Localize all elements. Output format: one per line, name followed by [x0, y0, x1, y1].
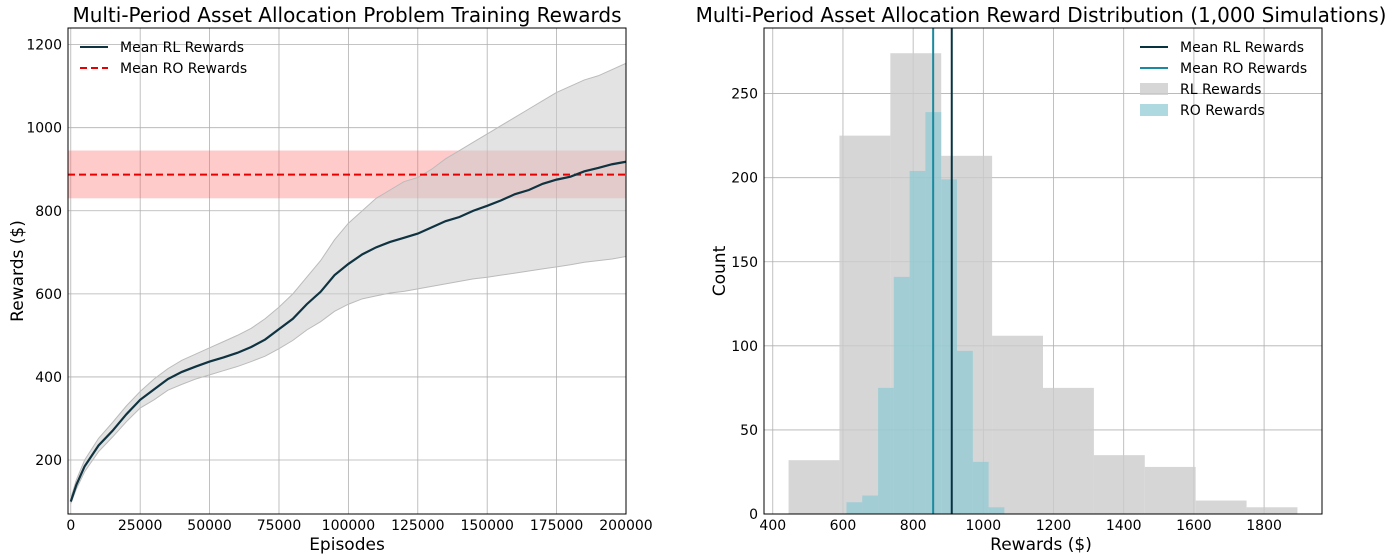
rl-histogram-bar: [1043, 387, 1094, 514]
ro-histogram-bar: [909, 170, 926, 515]
x-tick-label: 0: [66, 518, 75, 534]
legend-label: RO Rewards: [1180, 103, 1265, 119]
legend-label: Mean RO Rewards: [120, 61, 247, 77]
legend-swatch: [1140, 83, 1168, 95]
histogram-bars: [788, 53, 1298, 515]
x-tick-label: 1000: [966, 518, 1002, 534]
x-tick-label: 100000: [322, 518, 375, 534]
y-tick-label: 200: [35, 453, 62, 469]
y-tick-label: 100: [731, 339, 758, 355]
y-tick-label: 1000: [26, 121, 62, 137]
rl-histogram-bar: [788, 460, 840, 514]
legend-label: Mean RL Rewards: [120, 40, 244, 56]
x-axis-label: Rewards ($): [990, 535, 1092, 555]
x-tick-label: 400: [759, 518, 786, 534]
ro-histogram-bar: [878, 387, 894, 514]
x-tick-label: 175000: [530, 518, 583, 534]
y-tick-label: 150: [731, 255, 758, 271]
ro-histogram-bar: [972, 461, 989, 514]
legend-swatch: [1140, 104, 1168, 116]
y-tick-label: 50: [740, 423, 758, 439]
legend-label: Mean RO Rewards: [1180, 61, 1307, 77]
chart-title: Multi-Period Asset Allocation Reward Dis…: [696, 3, 1387, 27]
y-tick-labels: 0 50 100 150 200 250: [731, 87, 758, 523]
ro-histogram-bar: [941, 179, 958, 514]
uncertainty-bands: [68, 62, 627, 504]
y-tick-labels: 200 400 600 800 1000 1200: [26, 38, 62, 469]
x-tick-label: 150000: [460, 518, 513, 534]
y-tick-label: 200: [731, 171, 758, 187]
x-tick-labels: 0 25000 50000 75000 100000 125000 150000 175000…: [66, 518, 652, 534]
rl-histogram-bar: [1093, 455, 1145, 514]
plot-frame: [763, 27, 1323, 515]
ro-histogram-bar: [957, 350, 973, 514]
mean-lines: [932, 28, 953, 514]
y-tick-label: 600: [35, 287, 62, 303]
x-tick-label: 25000: [118, 518, 163, 534]
x-tick-label: 1400: [1106, 518, 1142, 534]
y-tick-label: 0: [749, 507, 758, 523]
y-tick-label: 250: [731, 87, 758, 103]
y-axis-label: Count: [710, 245, 730, 296]
y-axis-label: Rewards ($): [8, 220, 28, 322]
series-lines: [68, 160, 627, 502]
rl-histogram-bar: [992, 335, 1043, 514]
x-tick-label: 1200: [1036, 518, 1072, 534]
y-tick-label: 400: [35, 370, 62, 386]
x-tick-label: 50000: [187, 518, 232, 534]
reward-distribution-chart: Multi-Period Asset Allocation Reward Dis…: [696, 3, 1387, 555]
ro-histogram-bar: [893, 276, 910, 514]
legend: Mean RL Rewards Mean RO Rewards: [80, 40, 247, 77]
legend: Mean RL Rewards Mean RO Rewards RL Rewards…: [1140, 40, 1307, 119]
y-tick-label: 1200: [26, 38, 62, 54]
plot-frame: [67, 27, 627, 515]
y-tick-label: 800: [35, 204, 62, 220]
x-tick-label: 200000: [599, 518, 652, 534]
x-tick-label: 1800: [1246, 518, 1282, 534]
x-tick-label: 800: [900, 518, 927, 534]
chart-title: Multi-Period Asset Allocation Problem Tr…: [72, 3, 621, 27]
ro-histogram-bar: [846, 502, 863, 514]
x-tick-labels: 400 600 800 1000 1200 1400 1600 1800: [759, 518, 1282, 534]
x-tick-label: 125000: [391, 518, 444, 534]
ro-histogram-bar: [862, 495, 879, 514]
ro-histogram-bar: [988, 507, 1005, 514]
training-rewards-chart: Multi-Period Asset Allocation Problem Tr…: [8, 3, 653, 555]
x-axis-label: Episodes: [309, 535, 385, 555]
x-tick-label: 600: [830, 518, 857, 534]
rl-histogram-bar: [1195, 500, 1247, 514]
rl-mean-line: [69, 160, 627, 502]
legend-label: RL Rewards: [1180, 82, 1261, 98]
x-tick-label: 75000: [257, 518, 302, 534]
x-tick-label: 1600: [1176, 518, 1212, 534]
legend-label: Mean RL Rewards: [1180, 40, 1304, 56]
rl-histogram-bar: [1144, 466, 1196, 514]
rl-histogram-bar: [1246, 507, 1298, 514]
